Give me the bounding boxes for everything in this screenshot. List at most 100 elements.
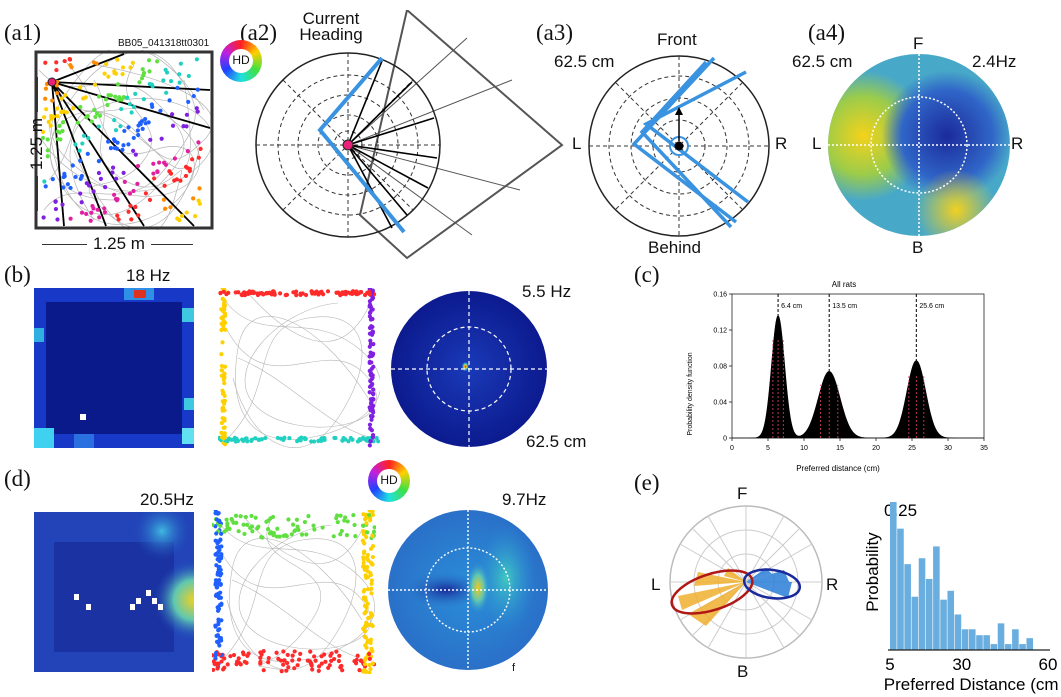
spike-dot xyxy=(320,292,326,297)
spike-dot xyxy=(369,581,374,586)
spike-dot xyxy=(368,338,373,343)
a4-left-label: L xyxy=(812,134,822,153)
spike-dot xyxy=(248,290,253,295)
spike-dot xyxy=(291,522,296,527)
spike-dot xyxy=(68,62,73,68)
spike-dot xyxy=(336,290,341,295)
spike-dot xyxy=(362,517,368,522)
spike-dot xyxy=(129,110,134,115)
spike-dot xyxy=(57,123,62,128)
spike-dot xyxy=(127,191,133,196)
spike-dot xyxy=(362,662,368,667)
spike-dot xyxy=(249,437,255,442)
spike-dot xyxy=(367,331,373,336)
e-hist-bar xyxy=(911,596,919,650)
e-hist-bar xyxy=(969,629,976,650)
spike-dot xyxy=(120,65,126,70)
spike-dot xyxy=(59,96,64,101)
e-polar-diagram xyxy=(669,505,823,659)
c-density-chart: All rats Probability density function Pr… xyxy=(687,280,988,473)
b-trajectory-lines xyxy=(222,292,380,448)
c-y-tick-label: 0.04 xyxy=(713,400,727,407)
spike-dot xyxy=(147,69,152,74)
spike-dot xyxy=(322,652,327,657)
spike-dot xyxy=(290,653,295,658)
spike-dot xyxy=(353,534,358,539)
e-hist-bar xyxy=(933,546,940,650)
spike-dot xyxy=(286,517,291,522)
spike-dot xyxy=(370,649,375,654)
spike-dot xyxy=(251,290,256,296)
e-hist-x-label: Preferred Distance (cm) xyxy=(884,675,1058,694)
spike-dot xyxy=(114,176,119,181)
spike-dot xyxy=(225,662,230,667)
spike-dot xyxy=(220,435,225,440)
spike-dot xyxy=(268,516,273,521)
spike-dot xyxy=(223,327,228,332)
spike-dot xyxy=(139,76,145,81)
spike-dot xyxy=(304,532,309,537)
spike-dot xyxy=(231,652,237,658)
spike-dot xyxy=(245,522,250,527)
spike-dot xyxy=(283,293,288,298)
spike-dot xyxy=(335,513,340,518)
spike-dot xyxy=(369,591,374,596)
spike-dot xyxy=(194,57,199,62)
e-red-ellipse xyxy=(670,569,754,615)
spike-dot xyxy=(62,171,67,176)
spike-dot xyxy=(295,524,300,529)
b-empty-bin xyxy=(80,414,86,420)
spike-dot xyxy=(55,217,60,222)
spike-dot xyxy=(175,85,180,90)
spike-dot xyxy=(295,663,300,668)
spike-dot xyxy=(73,174,78,180)
spike-dot xyxy=(219,368,224,373)
spike-dot xyxy=(370,661,375,666)
spike-dot xyxy=(98,176,103,181)
spike-dot xyxy=(370,403,375,408)
spike-dot xyxy=(334,649,339,654)
spike-dot xyxy=(55,114,60,119)
spike-dot xyxy=(361,550,367,556)
spike-dot xyxy=(216,567,221,572)
spike-dot xyxy=(216,617,221,622)
spike-dot xyxy=(185,148,190,154)
spike-dot xyxy=(327,663,332,668)
spike-dot xyxy=(335,520,340,525)
spike-dot xyxy=(213,538,218,543)
spike-dot xyxy=(218,537,223,543)
spike-dot xyxy=(77,148,82,153)
spike-dot xyxy=(238,662,243,667)
spike-dot xyxy=(55,106,60,111)
e-hist-bars xyxy=(890,502,1034,650)
spike-dot xyxy=(45,148,50,153)
spike-dot xyxy=(241,438,246,444)
a3-left-label: L xyxy=(572,134,582,153)
spike-dot xyxy=(219,659,224,664)
spike-dot xyxy=(343,515,348,520)
spike-dot xyxy=(136,213,141,218)
spike-dot xyxy=(222,656,227,661)
spike-dot xyxy=(365,555,370,560)
spike-dot xyxy=(198,146,203,151)
spike-dot xyxy=(358,658,363,663)
spike-dot xyxy=(220,391,226,396)
spike-dot xyxy=(161,78,166,83)
spike-dot xyxy=(219,430,224,435)
spike-dot xyxy=(354,657,359,662)
spike-dot xyxy=(368,611,373,616)
spike-dot xyxy=(183,173,189,179)
spike-dot xyxy=(186,73,191,79)
spike-dot xyxy=(161,197,167,202)
spike-dot xyxy=(367,405,372,410)
spike-dot xyxy=(222,381,227,386)
spike-dot xyxy=(366,651,372,657)
spike-dot xyxy=(367,422,373,427)
spike-dot xyxy=(221,321,226,326)
spike-dot xyxy=(351,289,356,294)
spike-dot xyxy=(130,60,135,66)
spike-dot xyxy=(243,514,248,520)
spike-dot xyxy=(112,118,117,123)
a1-arena-border xyxy=(34,50,214,230)
spike-dot xyxy=(213,552,218,557)
